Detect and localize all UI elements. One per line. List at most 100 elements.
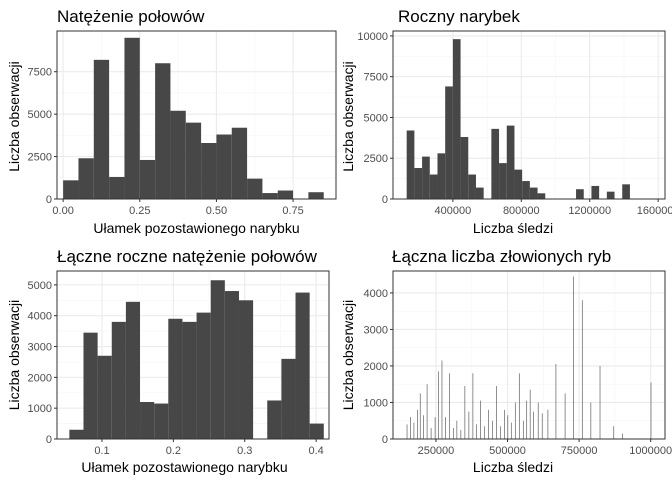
histogram-bar [410,417,411,439]
y-tick-label: 7500 [364,72,388,84]
y-tick-label: 5000 [28,280,52,292]
x-tick-label: 0.1 [94,445,109,457]
y-axis-title: Liczba obserwacji [340,300,356,411]
histogram-bar [437,153,446,199]
x-tick-label: 800000 [503,205,540,217]
y-tick-label: 0 [382,194,388,206]
x-tick-label: 1000000 [629,445,672,457]
panel-total-annual-fishing-intensity: Łączne roczne natężenie połowów Ułamek p… [6,247,330,475]
y-tick-label: 2500 [364,153,388,165]
histogram-bar [468,174,476,199]
histogram-bar [97,355,112,439]
histogram-bar [262,193,278,199]
histogram-bar [182,321,197,439]
x-tick-label: 500000 [489,445,526,457]
histogram-bar [224,291,239,439]
x-axis-title: Ułamek pozostawionego narybku [93,220,299,236]
histogram-bar [109,176,125,199]
y-tick-label: 7500 [28,67,52,79]
histogram-bar [154,403,169,439]
y-tick-label: 4000 [364,288,388,300]
histogram-bar [125,301,141,439]
histogram-bar [529,187,538,199]
histogram-bar [295,292,310,439]
y-tick-label: 3000 [28,342,52,354]
histogram-bar [231,127,248,199]
histogram-bar [196,312,211,439]
x-tick-label: 1200000 [568,205,611,217]
panel-title: Łączna liczba złowionych ryb [392,247,611,266]
histogram-bar [216,134,232,199]
histogram-bar [522,420,524,439]
x-axis-title: Ułamek pozostawionego narybku [81,459,287,475]
histogram-bar [185,122,202,199]
histogram-bar [247,178,263,199]
histogram-bar [460,429,462,439]
y-tick-label: 3000 [364,324,388,336]
panel-border [56,270,330,440]
histogram-bar [590,402,592,439]
histogram-bar [429,174,438,199]
histogram-bar [168,318,183,439]
panel-background [393,271,665,439]
histogram-bar [606,191,615,199]
histogram-bar [308,192,324,199]
histogram-bar [430,428,432,439]
y-tick-label: 0 [382,434,388,446]
histogram-bar [414,168,423,199]
panel-title: Natężenie połowów [57,7,205,26]
panel-border [392,30,666,200]
histogram-bar [576,189,584,199]
y-tick-label: 2000 [364,361,388,373]
histogram-bar [480,400,481,439]
plot-area: 250000 500000 750000 1000000 0 1000 2000 3000 40… [364,270,672,457]
histogram-bar [541,413,543,439]
histogram-bar [201,143,217,199]
histogram-bar [622,433,623,439]
histogram-bar [500,426,501,439]
histogram-bar [419,393,421,439]
histogram-bar [514,169,523,199]
histogram-bar [484,426,485,439]
histogram-bar [510,422,512,439]
histogram-bar [529,389,531,439]
histogram-bar [453,428,454,439]
histogram-bar [438,371,439,439]
histogram-bar [581,300,583,439]
histogram-bar [613,426,615,439]
histogram-bar [417,409,418,439]
histogram-bar [488,409,489,439]
panel-border [392,270,666,440]
y-axis-title: Liczba obserwacji [340,61,356,172]
histogram-bar [464,386,466,439]
histogram-bar [460,137,469,199]
y-tick-label: 2000 [28,372,52,384]
histogram-bar [413,422,415,439]
y-tick-label: 1000 [364,397,388,409]
histogram-bar [139,159,156,199]
histogram-bar [238,300,254,439]
histogram-bar [622,184,630,199]
histogram-bar [426,384,428,439]
histogram-bar [406,130,415,199]
y-tick-label: 1000 [28,403,52,415]
histogram-bar [547,409,549,439]
histogram-bar [506,125,515,199]
y-axis-title: Liczba obserwacji [6,61,22,172]
histogram-bar [69,429,84,439]
panel-annual-recruitment: Roczny narybek Liczba śledzi Liczba obse… [340,7,672,236]
histogram-bar [155,63,171,199]
histogram-bar [406,424,408,439]
histogram-bar [476,424,477,439]
histogram-bar [456,420,458,439]
x-axis-title: Liczba śledzi [473,220,553,236]
x-tick-label: 0.50 [206,205,227,217]
y-tick-label: 0 [46,434,52,446]
histogram-bar [281,358,296,439]
panel-total-fish-caught: Łączna liczba złowionych ryb Liczba śled… [340,247,672,475]
histogram-bar [537,402,539,439]
histogram-bar [452,39,461,200]
panel-border [56,30,337,200]
x-tick-label: 400000 [435,205,472,217]
